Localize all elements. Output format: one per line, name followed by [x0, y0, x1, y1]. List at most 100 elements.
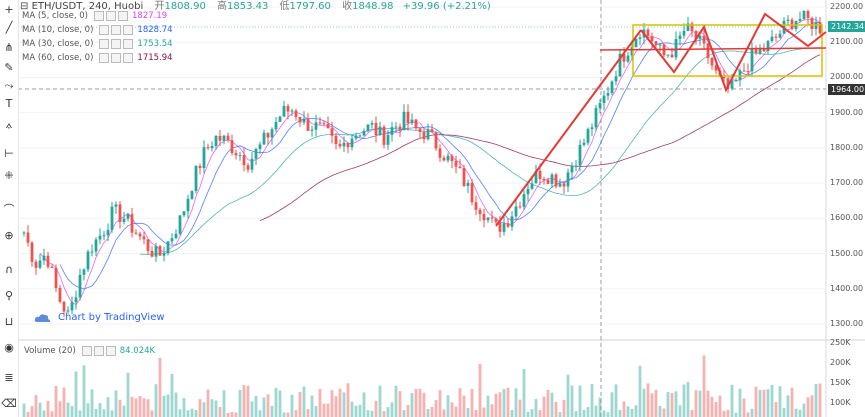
candle-body — [286, 106, 290, 112]
volume-bar — [810, 395, 814, 417]
candle-body — [646, 29, 650, 37]
close-icon[interactable] — [105, 346, 116, 356]
candle-body — [538, 170, 542, 180]
candle-body — [630, 47, 634, 56]
volume-bar — [314, 406, 318, 417]
pitchfork-icon[interactable]: ⋔ — [4, 41, 14, 54]
candle-body — [410, 119, 414, 124]
pattern-icon[interactable]: ⤳ — [4, 79, 14, 92]
zoom-icon[interactable]: ⊕ — [4, 229, 14, 242]
candle-body — [510, 216, 514, 227]
candle-body — [202, 147, 206, 169]
trendline-icon[interactable]: ╱ — [5, 21, 13, 34]
volume-bar — [170, 374, 174, 417]
candle-body — [530, 183, 534, 189]
volume-bar — [226, 412, 230, 417]
candle-body — [806, 10, 810, 19]
eye-icon[interactable] — [81, 346, 92, 356]
ma-legend-row[interactable]: MA (5, close, 0) 1827.19 — [22, 11, 167, 21]
ma-legend-row[interactable]: MA (60, close, 0) 1715.94 — [22, 53, 173, 63]
volume-bar — [230, 412, 234, 417]
candle-body — [702, 35, 706, 44]
settings-icon[interactable] — [111, 39, 122, 49]
volume-bar — [542, 396, 546, 417]
volume-bar — [602, 410, 606, 417]
volume-bar — [482, 407, 486, 417]
lock-drawings-icon[interactable]: ⊔ — [4, 315, 14, 328]
text-icon[interactable]: T — [5, 97, 13, 110]
tradingview-watermark[interactable]: Chart by TradingView — [34, 312, 165, 323]
volume-bar — [258, 410, 262, 417]
crosshair-icon[interactable]: + — [4, 3, 14, 16]
volume-bar — [50, 411, 54, 417]
volume-bar — [630, 408, 634, 417]
settings-icon[interactable] — [93, 346, 104, 356]
ma-legend-row[interactable]: MA (10, close, 0) 1828.74 — [22, 25, 173, 35]
brush-icon[interactable]: ✎ — [4, 61, 14, 74]
eye-icon[interactable] — [99, 53, 110, 63]
candle-body — [626, 55, 630, 62]
shapes-icon[interactable]: ⟑ — [5, 118, 13, 131]
close-icon[interactable] — [123, 39, 134, 49]
volume-bar — [578, 385, 582, 417]
candle-body — [726, 78, 730, 89]
candle-body — [46, 255, 50, 267]
candle-body — [442, 157, 446, 161]
wave-pattern — [640, 12, 827, 93]
snap-icon[interactable]: ⁜ — [4, 169, 14, 182]
volume-bar — [398, 391, 402, 417]
candle-body — [414, 119, 418, 129]
layers-icon[interactable]: ≣ — [4, 371, 14, 384]
close-icon[interactable] — [118, 11, 128, 21]
ma-legend-row[interactable]: MA (30, close, 0) 1753.54 — [22, 39, 173, 49]
settings-icon[interactable] — [106, 11, 116, 21]
volume-bar — [522, 368, 526, 417]
measure-icon[interactable]: ⊢ — [4, 147, 14, 160]
candle-body — [370, 122, 374, 125]
candle-body — [810, 18, 814, 30]
volume-bar — [418, 388, 422, 417]
volume-bar — [734, 412, 738, 417]
volume-bar — [202, 402, 206, 417]
volume-bar — [262, 397, 266, 417]
candle-body — [30, 242, 34, 262]
volume-tick-label: 100K — [830, 398, 851, 407]
eye-icon[interactable]: ◉ — [4, 341, 14, 354]
volume-bar — [378, 385, 382, 417]
volume-bar — [390, 402, 394, 417]
settings-icon[interactable] — [111, 25, 122, 35]
volume-bar — [182, 398, 186, 417]
ma-legend-value: 1828.74 — [137, 25, 173, 35]
candle-body — [610, 81, 614, 94]
volume-bar — [70, 406, 74, 417]
candle-body — [326, 123, 330, 129]
ma-legend-name: MA (30, close, 0) — [22, 39, 94, 49]
volume-legend[interactable]: Volume (20) 84.024K — [24, 346, 155, 356]
volume-bar — [158, 357, 162, 417]
price-tick-label: 1300.00 — [830, 318, 864, 328]
settings-icon[interactable] — [111, 53, 122, 63]
eye-icon[interactable] — [99, 25, 110, 35]
ruler-icon[interactable]: ⌒ — [3, 203, 15, 216]
ma-legend-name: MA (60, close, 0) — [22, 53, 94, 63]
candle-body — [22, 232, 26, 234]
lock-icon[interactable]: ⚲ — [4, 289, 14, 302]
volume-bar — [706, 390, 710, 417]
volume-bar — [342, 392, 346, 417]
candle-body — [590, 127, 594, 130]
candle-body — [234, 153, 238, 156]
close-icon[interactable] — [123, 25, 134, 35]
close-icon[interactable] — [123, 53, 134, 63]
candle-body — [762, 49, 766, 52]
volume-bar — [490, 404, 494, 417]
trash-icon[interactable]: ⌫ — [1, 397, 17, 410]
collapse-icon[interactable]: ⊟ — [20, 1, 32, 12]
eye-icon[interactable] — [99, 39, 110, 49]
volume-bar — [66, 402, 70, 417]
magnet-icon[interactable]: ∩ — [4, 263, 14, 276]
volume-bar — [34, 395, 38, 417]
volume-bar — [798, 409, 802, 417]
eye-icon[interactable] — [94, 11, 104, 21]
volume-bar — [162, 395, 166, 417]
